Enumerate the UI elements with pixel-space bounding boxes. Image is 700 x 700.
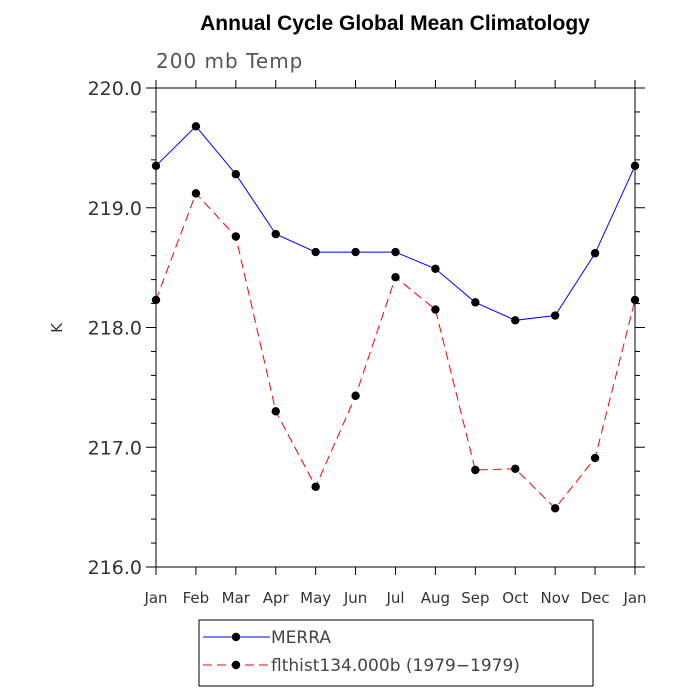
series-1-point	[590, 249, 600, 258]
legend-box	[198, 619, 594, 687]
series-2-point	[271, 407, 280, 416]
series-2-point	[151, 295, 161, 305]
series-1-point	[271, 229, 280, 239]
x-tick-label: Aug	[421, 589, 450, 607]
x-tick-label: Apr	[263, 589, 290, 607]
x-tick-label: Jan	[143, 589, 167, 607]
y-tick-label: 220.0	[88, 78, 142, 100]
series-2-point	[590, 453, 600, 463]
series-1-point	[391, 247, 400, 257]
series-1-point	[550, 311, 560, 320]
legend-label-1: MERRA	[271, 628, 331, 648]
series-layer	[151, 122, 640, 513]
y-tick-label: 217.0	[88, 437, 142, 459]
x-tick-label: Oct	[502, 589, 528, 607]
x-tick-label: Mar	[222, 589, 251, 607]
y-tick-labels: 216.0 217.0 218.0 219.0 220.0	[88, 78, 142, 579]
series-2-point	[311, 482, 320, 491]
chart-title: Annual Cycle Global Mean Climatology	[200, 12, 590, 35]
y-axis-label: K	[48, 322, 66, 333]
series-2-point	[431, 305, 440, 314]
series-line-2	[155, 192, 636, 510]
series-1-point	[191, 122, 201, 131]
series-line-1	[155, 125, 636, 321]
series-1-point	[311, 247, 320, 257]
y-tick-label: 216.0	[88, 557, 142, 579]
series-1-point	[231, 170, 241, 179]
legend-marker-2	[231, 660, 241, 670]
x-tick-label: May	[300, 589, 331, 607]
series-2-point	[511, 464, 520, 474]
series-2-point	[391, 273, 400, 282]
series-1-point	[351, 247, 360, 257]
tick-marks	[146, 80, 645, 575]
x-tick-label: Feb	[183, 589, 210, 607]
legend-marker-1	[231, 632, 241, 642]
series-1-point	[431, 264, 440, 274]
x-tick-label: Jul	[385, 589, 404, 607]
legend: MERRA flthist134.000b (1979−1979)	[203, 628, 520, 676]
y-tick-label: 218.0	[88, 318, 142, 340]
series-1-point	[511, 316, 520, 325]
series-2-point	[231, 232, 241, 241]
x-tick-label: Dec	[581, 589, 610, 607]
plot-frame	[155, 87, 636, 568]
series-2-point	[630, 295, 640, 305]
legend-label-2: flthist134.000b (1979−1979)	[271, 656, 520, 676]
x-tick-labels: Jan Feb Mar Apr May Jun Jul Aug Sep Oct Nov Dec Jan	[143, 589, 646, 607]
series-1-point	[151, 161, 161, 171]
series-2-point	[471, 465, 480, 475]
y-tick-label: 219.0	[88, 198, 142, 220]
x-tick-label: Jun	[343, 589, 367, 607]
x-tick-label: Sep	[461, 589, 489, 607]
series-2-point	[351, 391, 360, 400]
x-tick-label: Jan	[622, 589, 646, 607]
series-1-point	[630, 161, 640, 171]
series-2-point	[191, 189, 201, 198]
series-1-point	[471, 298, 480, 307]
chart-subtitle: 200 mb Temp	[156, 49, 303, 73]
series-2-point	[550, 504, 560, 513]
x-tick-label: Nov	[541, 589, 570, 607]
